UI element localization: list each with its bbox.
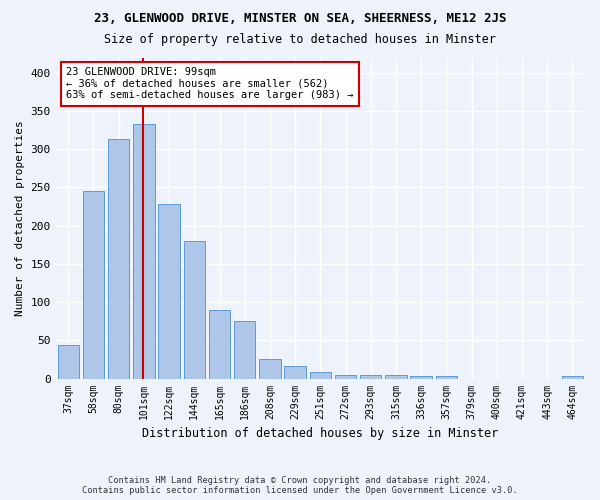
Bar <box>58 345 79 378</box>
Bar <box>310 372 331 378</box>
Text: 23 GLENWOOD DRIVE: 99sqm
← 36% of detached houses are smaller (562)
63% of semi-: 23 GLENWOOD DRIVE: 99sqm ← 36% of detach… <box>66 67 354 100</box>
Bar <box>259 358 281 378</box>
X-axis label: Distribution of detached houses by size in Minster: Distribution of detached houses by size … <box>142 427 499 440</box>
Bar <box>436 376 457 378</box>
Bar <box>108 140 130 378</box>
Y-axis label: Number of detached properties: Number of detached properties <box>15 120 25 316</box>
Text: Size of property relative to detached houses in Minster: Size of property relative to detached ho… <box>104 32 496 46</box>
Bar <box>158 204 180 378</box>
Bar <box>562 376 583 378</box>
Bar <box>410 376 432 378</box>
Bar <box>234 321 256 378</box>
Bar <box>284 366 306 378</box>
Bar <box>83 190 104 378</box>
Text: Contains HM Land Registry data © Crown copyright and database right 2024.
Contai: Contains HM Land Registry data © Crown c… <box>82 476 518 495</box>
Bar <box>133 124 155 378</box>
Bar <box>385 374 407 378</box>
Bar <box>360 374 382 378</box>
Bar <box>209 310 230 378</box>
Bar <box>184 241 205 378</box>
Bar <box>335 376 356 378</box>
Text: 23, GLENWOOD DRIVE, MINSTER ON SEA, SHEERNESS, ME12 2JS: 23, GLENWOOD DRIVE, MINSTER ON SEA, SHEE… <box>94 12 506 26</box>
